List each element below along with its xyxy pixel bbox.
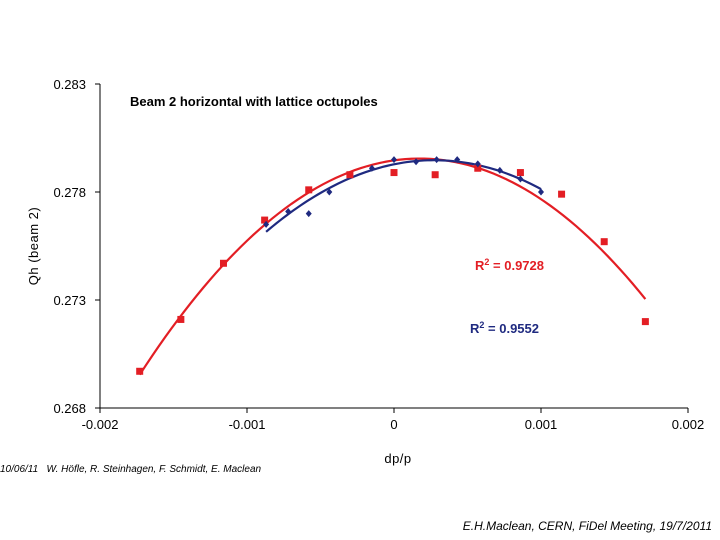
- r2-annotation-blue: R2 = 0.9552: [470, 320, 539, 336]
- data-point-blue: [433, 156, 440, 164]
- fit-curve-blue: [265, 159, 542, 233]
- data-point-blue: [391, 156, 397, 164]
- data-point-red: [136, 367, 144, 375]
- data-point-red: [346, 171, 354, 179]
- data-point-red: [474, 164, 482, 172]
- x-tick-label: 0.002: [672, 417, 705, 432]
- data-point-blue: [285, 207, 292, 215]
- ticks: -0.002 -0.001 0 0.001 0.002 0.268 0.273 0.278 0.…: [53, 77, 704, 432]
- data-point-blue: [263, 220, 270, 228]
- data-point-red: [641, 318, 649, 326]
- data-point-red: [558, 190, 566, 198]
- chart-title: Beam 2 horizontal with lattice octupoles: [130, 94, 378, 109]
- footer-credit: 10/06/11 W. Höfle, R. Steinhagen, F. Sch…: [0, 464, 261, 475]
- data-point-red: [516, 169, 524, 177]
- data-point-blue: [326, 188, 333, 196]
- x-tick-label: -0.001: [229, 417, 266, 432]
- data-point-red: [177, 315, 185, 323]
- x-tick-label: 0.001: [525, 417, 558, 432]
- data-point-red: [261, 216, 269, 224]
- x-axis-label: dp/p: [384, 451, 411, 466]
- footer-event: E.H.Maclean, CERN, FiDel Meeting, 19/7/2…: [462, 519, 712, 533]
- data-points: [136, 156, 649, 375]
- data-point-blue: [538, 188, 544, 196]
- axes: [99, 84, 688, 409]
- data-point-red: [600, 238, 608, 246]
- data-point-blue: [517, 175, 524, 183]
- data-point-blue: [496, 166, 503, 174]
- data-point-red: [431, 171, 439, 179]
- y-tick-label: 0.268: [53, 401, 86, 416]
- footer-authors: W. Höfle, R. Steinhagen, F. Schmidt, E. …: [46, 464, 262, 475]
- data-point-blue: [474, 160, 481, 168]
- r2-annotation-red: R2 = 0.9728: [475, 257, 544, 273]
- data-point-blue: [413, 158, 420, 166]
- data-point-blue: [305, 210, 312, 218]
- x-tick-label: -0.002: [82, 417, 119, 432]
- data-point-red: [305, 186, 313, 194]
- data-point-red: [390, 169, 398, 177]
- x-tick-label: 0: [390, 417, 397, 432]
- y-tick-label: 0.283: [53, 77, 86, 92]
- data-point-red: [219, 259, 227, 267]
- footer-date: 10/06/11: [0, 464, 39, 475]
- fit-curves: [138, 157, 647, 376]
- data-point-blue: [368, 164, 375, 172]
- fit-curve-red: [138, 157, 647, 376]
- y-axis-label: Qh (beam 2): [26, 207, 41, 285]
- data-point-blue: [454, 156, 461, 164]
- y-tick-label: 0.278: [53, 185, 86, 200]
- y-tick-label: 0.273: [53, 293, 86, 308]
